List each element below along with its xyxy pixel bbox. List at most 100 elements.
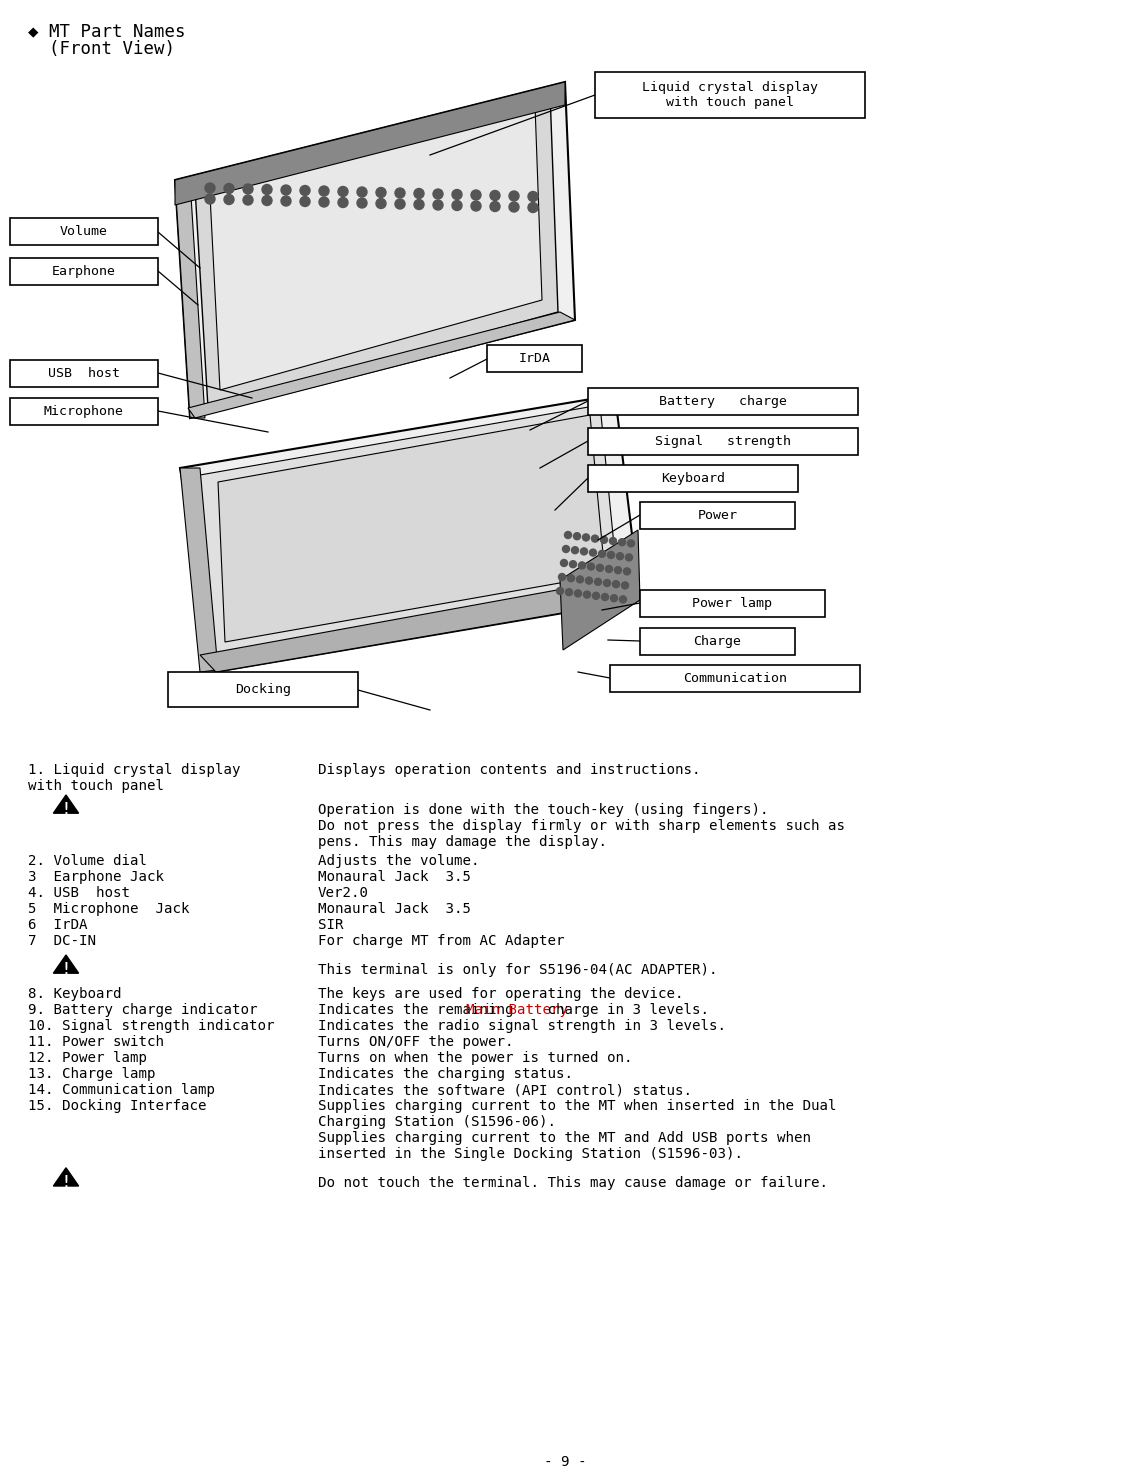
Text: !: ! — [61, 802, 70, 817]
Text: 8. Keyboard: 8. Keyboard — [28, 987, 121, 1002]
Text: The keys are used for operating the device.: The keys are used for operating the devi… — [318, 987, 683, 1002]
Circle shape — [470, 201, 481, 211]
Circle shape — [602, 593, 608, 600]
Bar — [588, 388, 858, 414]
Circle shape — [490, 202, 500, 211]
Polygon shape — [180, 468, 218, 673]
Circle shape — [490, 190, 500, 201]
Text: Supplies charging current to the MT when inserted in the Dual: Supplies charging current to the MT when… — [318, 1099, 837, 1114]
Circle shape — [433, 201, 443, 209]
Circle shape — [452, 189, 461, 199]
Bar — [10, 258, 158, 285]
Text: Power lamp: Power lamp — [692, 597, 772, 611]
Text: (Front View): (Front View) — [28, 40, 175, 58]
Circle shape — [357, 198, 366, 208]
Circle shape — [620, 596, 627, 603]
Bar — [610, 665, 860, 692]
Bar — [10, 398, 158, 425]
Circle shape — [595, 578, 602, 586]
Circle shape — [578, 562, 586, 569]
Circle shape — [611, 594, 618, 602]
Bar — [640, 502, 795, 530]
Circle shape — [470, 190, 481, 201]
Circle shape — [593, 593, 599, 599]
Text: Liquid crystal display
with touch panel: Liquid crystal display with touch panel — [642, 81, 818, 109]
Text: Power: Power — [698, 509, 737, 522]
Circle shape — [561, 559, 568, 566]
Text: Ver2.0: Ver2.0 — [318, 886, 369, 900]
Circle shape — [375, 187, 386, 198]
Polygon shape — [175, 83, 566, 205]
Text: 1. Liquid crystal display: 1. Liquid crystal display — [28, 763, 241, 777]
Text: 2. Volume dial: 2. Volume dial — [28, 854, 147, 869]
Text: Keyboard: Keyboard — [661, 472, 725, 485]
Circle shape — [564, 531, 571, 538]
Text: Charge: Charge — [693, 636, 742, 648]
Bar — [640, 590, 824, 617]
Bar — [640, 628, 795, 655]
Polygon shape — [175, 180, 205, 417]
Circle shape — [614, 566, 622, 574]
Circle shape — [224, 183, 234, 193]
Bar — [10, 218, 158, 245]
Circle shape — [528, 202, 538, 212]
Circle shape — [582, 534, 589, 541]
Text: For charge MT from AC Adapter: For charge MT from AC Adapter — [318, 934, 564, 948]
Circle shape — [395, 199, 405, 209]
Circle shape — [586, 577, 593, 584]
Circle shape — [619, 538, 625, 546]
Circle shape — [598, 550, 605, 558]
Circle shape — [262, 196, 271, 205]
Bar — [595, 72, 865, 118]
Circle shape — [395, 187, 405, 198]
Text: USB  host: USB host — [48, 367, 120, 381]
Text: Monaural Jack  3.5: Monaural Jack 3.5 — [318, 870, 470, 884]
Text: 3  Earphone Jack: 3 Earphone Jack — [28, 870, 164, 884]
Text: !: ! — [61, 1176, 70, 1190]
Text: 4. USB  host: 4. USB host — [28, 886, 130, 900]
Polygon shape — [53, 1168, 78, 1186]
Text: ◆ MT Part Names: ◆ MT Part Names — [28, 22, 185, 40]
Text: Displays operation contents and instructions.: Displays operation contents and instruct… — [318, 763, 700, 777]
Circle shape — [280, 196, 291, 207]
Circle shape — [556, 587, 563, 594]
Polygon shape — [200, 406, 618, 655]
Polygon shape — [200, 580, 638, 673]
Text: Main Battery: Main Battery — [466, 1003, 568, 1016]
Circle shape — [625, 555, 632, 560]
Circle shape — [577, 575, 584, 583]
Circle shape — [623, 568, 630, 575]
Circle shape — [580, 547, 587, 555]
Circle shape — [300, 186, 310, 196]
Circle shape — [568, 575, 575, 581]
Text: Earphone: Earphone — [52, 266, 116, 277]
Circle shape — [596, 565, 604, 571]
Text: Signal   strength: Signal strength — [655, 435, 791, 448]
Circle shape — [205, 183, 215, 193]
Text: 15. Docking Interface: 15. Docking Interface — [28, 1099, 207, 1114]
Text: Operation is done with the touch-key (using fingers).: Operation is done with the touch-key (us… — [318, 802, 768, 817]
Text: SIR: SIR — [318, 919, 344, 932]
Circle shape — [224, 195, 234, 205]
Circle shape — [338, 186, 348, 196]
Text: !: ! — [61, 962, 70, 978]
Polygon shape — [210, 105, 542, 389]
Circle shape — [414, 189, 424, 199]
Circle shape — [622, 583, 629, 589]
Bar — [588, 428, 858, 454]
Circle shape — [613, 581, 620, 587]
Text: Do not press the display firmly or with sharp elements such as: Do not press the display firmly or with … — [318, 819, 845, 833]
Circle shape — [601, 537, 607, 543]
Circle shape — [509, 202, 519, 212]
Bar — [487, 345, 582, 372]
Text: Indicates the charging status.: Indicates the charging status. — [318, 1066, 573, 1081]
Circle shape — [205, 195, 215, 204]
Circle shape — [433, 189, 443, 199]
Bar — [169, 673, 359, 707]
Circle shape — [604, 580, 611, 587]
Circle shape — [584, 591, 590, 597]
Circle shape — [280, 184, 291, 195]
Text: Indicates the remaining: Indicates the remaining — [318, 1003, 523, 1016]
Polygon shape — [560, 530, 640, 650]
Text: Docking: Docking — [235, 683, 291, 696]
